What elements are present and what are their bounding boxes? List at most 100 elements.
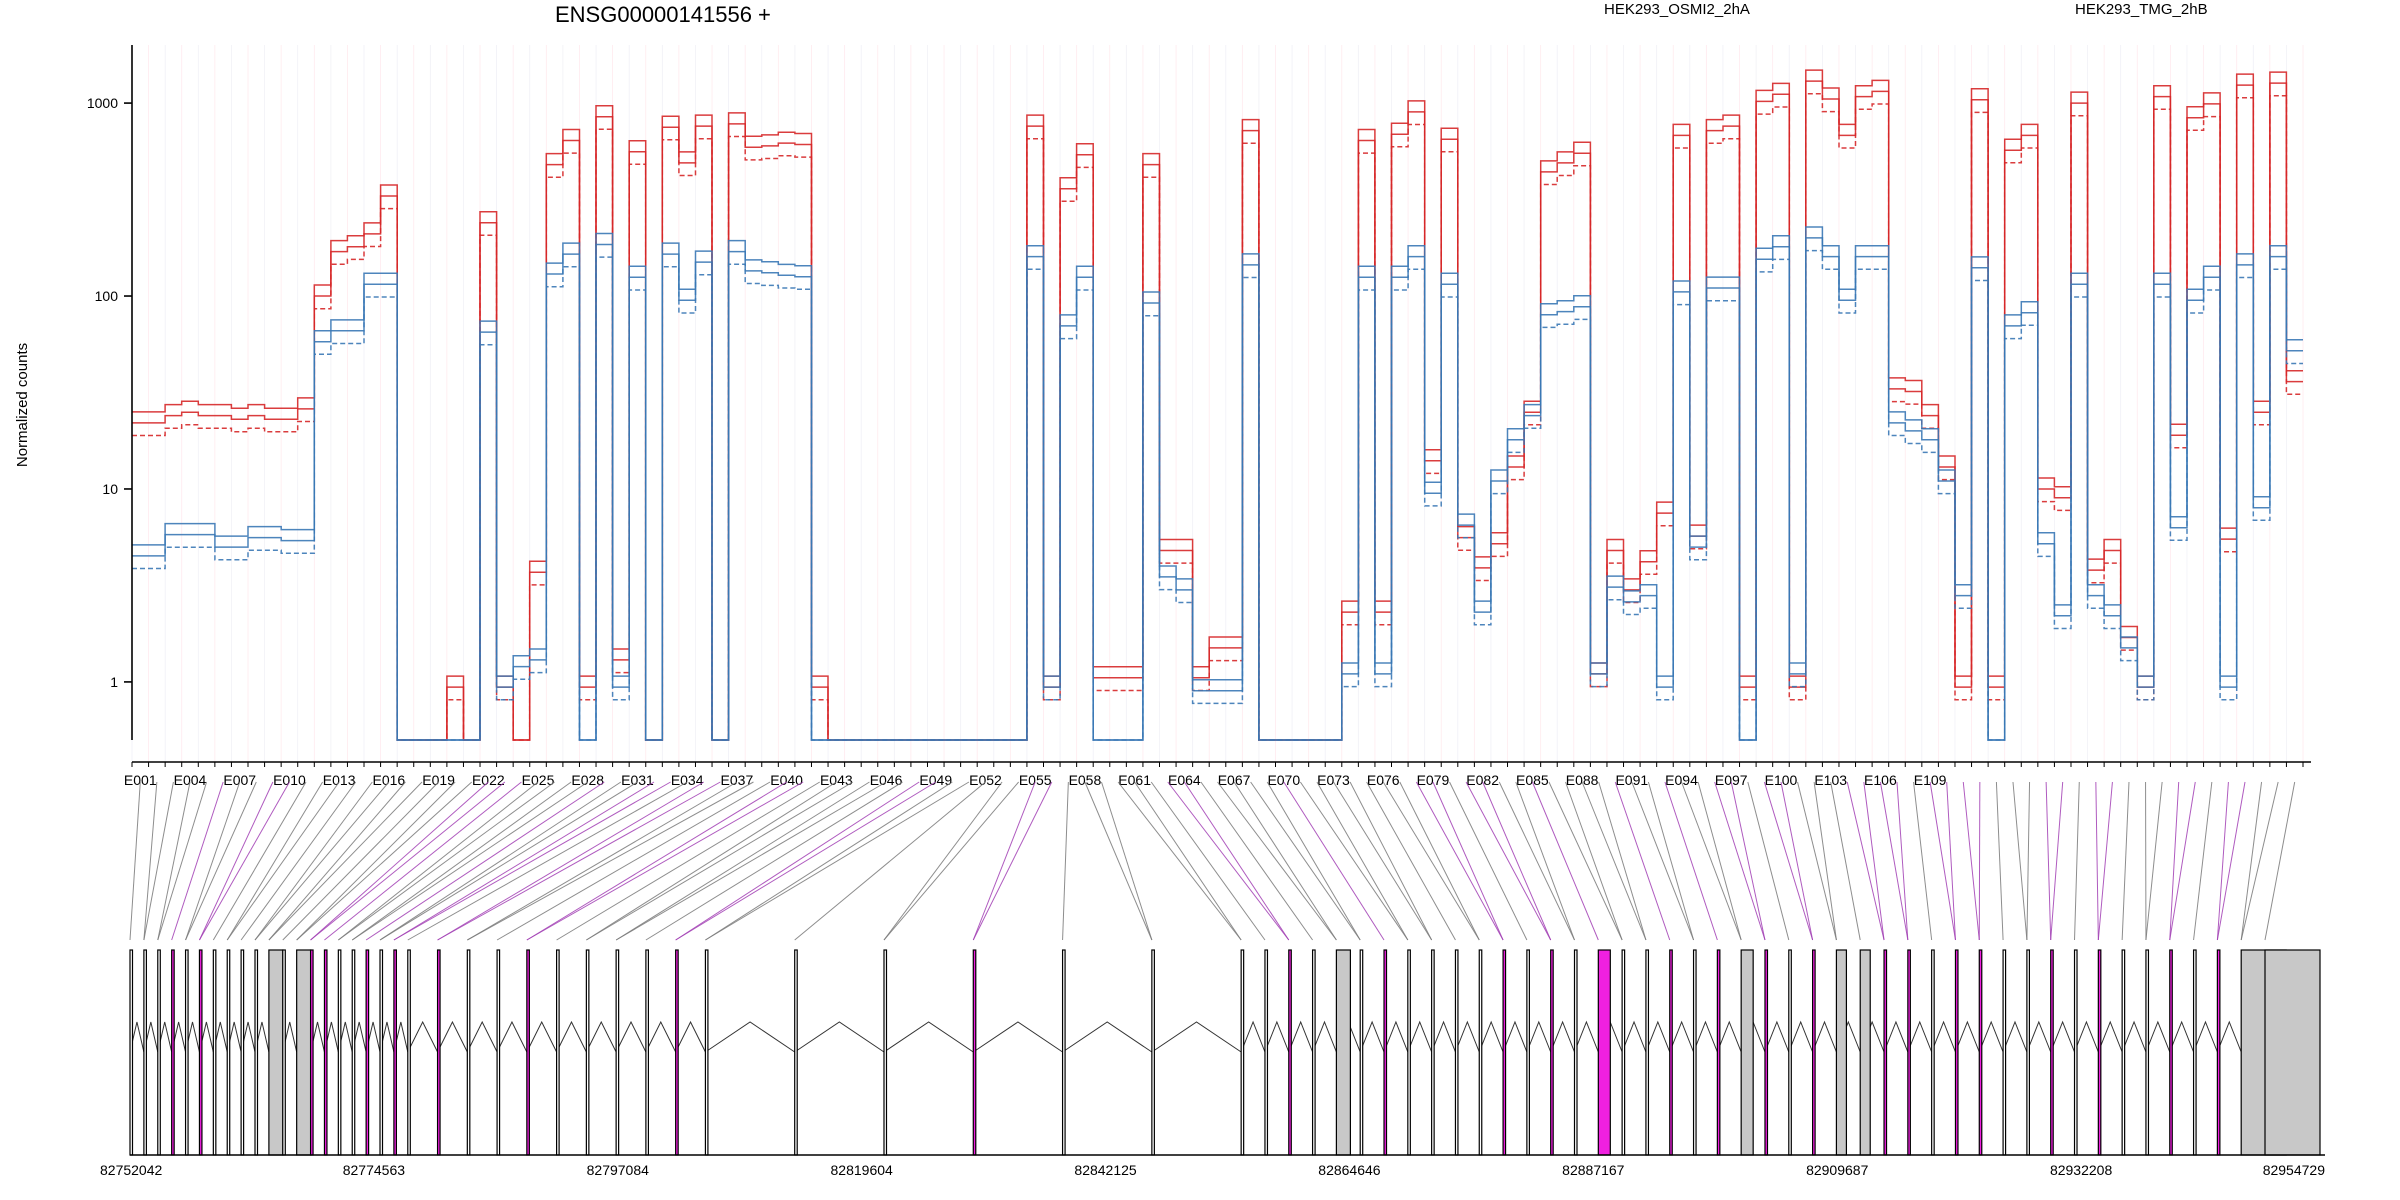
exon-block (2192, 949, 2197, 1156)
exon-block (2026, 949, 2030, 1156)
exon-block (254, 949, 259, 1156)
exon-connector-line (883, 781, 1020, 941)
exon-block-highlighted (365, 949, 370, 1156)
exon-block (556, 949, 560, 1156)
intron-line (1574, 1020, 1599, 1053)
exon-block-highlighted (1288, 949, 1292, 1156)
genome-tick-label: 82864646 (1318, 1162, 1381, 1178)
gene-model (129, 949, 2321, 1156)
intron-line (2002, 1020, 2028, 1053)
intron-line (2050, 1020, 2075, 1053)
intron-line (1788, 1020, 1814, 1053)
exon-block (268, 949, 284, 1156)
exon-connector-line (379, 781, 622, 941)
exon-to-gene-connectors (129, 781, 2296, 941)
exon-connector-line (1482, 781, 1552, 941)
exon-block (466, 949, 471, 1156)
intron-line (794, 1021, 885, 1053)
exon-connector-line (496, 781, 771, 941)
exon-block (1061, 949, 1066, 1156)
exon-tick-label: E082 (1466, 772, 1499, 788)
intron-line (556, 1020, 587, 1053)
exon-tick-label: E007 (223, 772, 256, 788)
exon-block-highlighted (1883, 949, 1888, 1156)
intron-line (2193, 1020, 2218, 1053)
exon-connector-line (1349, 781, 1433, 941)
exon-connector-line (883, 781, 1003, 941)
exon-block (1621, 949, 1626, 1156)
exon-block-highlighted (1502, 949, 1507, 1156)
exon-block-highlighted (2169, 949, 2173, 1156)
intron-line (1526, 1020, 1552, 1053)
exon-tick-label: E067 (1218, 772, 1251, 788)
exon-connector-line (157, 781, 191, 941)
genome-tick-label: 82774563 (343, 1162, 406, 1178)
exon-connector-line (526, 781, 804, 941)
exon-connector-line (351, 781, 589, 941)
exon-connector-line (254, 781, 390, 941)
exon-connector-line (794, 781, 986, 941)
intron-line (585, 1020, 617, 1053)
exon-connector-line (1581, 781, 1647, 941)
y-tick-label: 1000 (87, 95, 118, 111)
exon-block-highlighted (1954, 949, 1959, 1156)
exon-block (1311, 949, 1316, 1156)
exon-block (1740, 949, 1754, 1156)
exon-connector-line (1978, 781, 1981, 941)
exon-block (794, 949, 798, 1156)
exon-connector-line (1415, 781, 1504, 941)
exon-connector-line (1062, 781, 1069, 941)
intron-line (526, 1020, 558, 1053)
series-line-tmg-rep2 (132, 249, 2303, 741)
exon-block-highlighted (1764, 949, 1769, 1156)
exon-connector-line (1631, 781, 1695, 941)
exon-block (407, 949, 411, 1156)
intron-line (1812, 1020, 1837, 1053)
exon-tick-label: E004 (174, 772, 207, 788)
exon-connector-line (1681, 781, 1742, 941)
exon-connector-line (1714, 781, 1766, 941)
exon-block (1335, 949, 1351, 1156)
exon-tick-label: E079 (1417, 772, 1450, 788)
exon-tick-label: E001 (124, 772, 157, 788)
exon-connector-line (1697, 781, 1742, 941)
exon-tick-label: E058 (1069, 772, 1102, 788)
exon-block-highlighted (1383, 949, 1388, 1156)
exon-block (2121, 949, 2126, 1156)
intron-line (1645, 1020, 1671, 1053)
intron-line (2169, 1020, 2195, 1053)
exon-connector-line (1167, 781, 1290, 941)
exon-connector-line (2121, 781, 2130, 941)
exon-tick-label: E016 (373, 772, 406, 788)
exon-connector-line (586, 781, 837, 941)
exon-block (1431, 949, 1435, 1156)
exon-connector-line (365, 781, 605, 941)
exon-connector-line (972, 781, 1053, 941)
exon-tick-label: E022 (472, 772, 505, 788)
exon-connector-line (1962, 781, 1980, 941)
genome-tick-label: 82842125 (1074, 1162, 1137, 1178)
exon-connector-line (310, 781, 489, 941)
exon-block (2073, 949, 2078, 1156)
exon-block (296, 949, 312, 1156)
exon-tick-label: E028 (571, 772, 604, 788)
exon-block (1573, 949, 1578, 1156)
exon-connector-line (1531, 781, 1599, 941)
exon-connector-line (1647, 781, 1695, 941)
exon-connector-line (1929, 781, 1956, 941)
exon-connector-line (1879, 781, 1909, 941)
exon-connector-line (1333, 781, 1433, 941)
intron-line (1693, 1020, 1718, 1053)
exon-block (1526, 949, 1530, 1156)
exon-connector-line (705, 781, 953, 941)
intron-line (496, 1020, 528, 1053)
exon-connector-line (437, 781, 705, 941)
exon-connector-line (1863, 781, 1885, 941)
exon-connector-line (1813, 781, 1837, 941)
intron-line (2145, 1020, 2171, 1053)
exon-tick-label: E046 (870, 772, 903, 788)
exon-connector-line (1366, 781, 1456, 941)
exon-connector-line (1515, 781, 1575, 941)
intron-line (1431, 1020, 1456, 1053)
exon-connector-line (586, 781, 854, 941)
